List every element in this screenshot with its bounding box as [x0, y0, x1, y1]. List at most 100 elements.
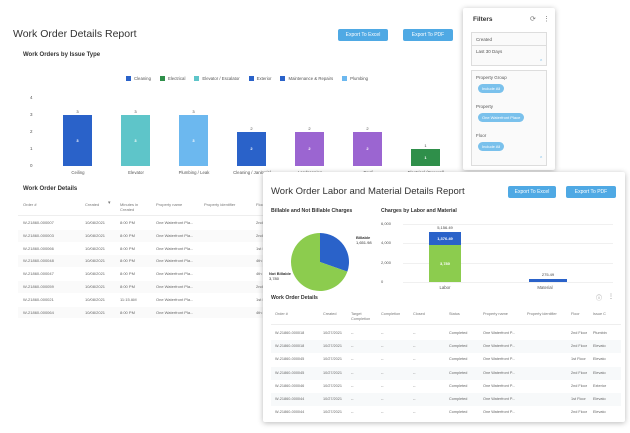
- issue-type-bar-chart: 0 1 2 3 4 3 3 Ceiling 3 3 Elevator 3 3 Plumbing / Lea…: [8, 88, 468, 178]
- legend-item: Cleaning: [126, 76, 151, 81]
- bar-inner-label: 2: [366, 146, 369, 151]
- created-value[interactable]: Last 30 Days: [476, 49, 503, 54]
- legend-item: Elevator / Escalator: [194, 76, 240, 81]
- table-cell: W-21860-000044: [275, 397, 305, 401]
- table-cell: 1st F: [256, 296, 265, 302]
- floor-chip[interactable]: Include All: [478, 142, 505, 151]
- labor-material-report: Work Order Labor and Material Details Re…: [263, 172, 625, 422]
- table-cell: One Waterfront P...: [483, 357, 516, 362]
- y-tick-label: 0: [381, 279, 384, 284]
- chart-title: Work Orders by Issue Type: [23, 52, 101, 58]
- table-cell: W-21860-000003: [23, 232, 54, 238]
- table-cell: One Waterfront Pla...: [156, 271, 194, 277]
- bar-value-label: 3: [76, 109, 79, 114]
- table-cell: One Waterfront P...: [483, 344, 516, 349]
- created-filter[interactable]: Created Last 30 Days ⌃: [471, 32, 547, 66]
- table-cell: Plumbin: [593, 331, 607, 335]
- table-cell: --: [413, 357, 416, 362]
- pie-label-not-billable: Not Billable: [269, 271, 292, 276]
- more-options-icon[interactable]: ⋮: [608, 294, 614, 300]
- y-tick-label: 0: [30, 163, 33, 168]
- table-cell: W-21860-000018: [275, 344, 305, 349]
- table-cell: --: [381, 357, 384, 362]
- table-cell: W-21860-000007: [23, 220, 54, 225]
- table-cell: One Waterfront P...: [483, 331, 516, 335]
- segment-value-label: 3,780: [439, 260, 450, 266]
- column-header: Created: [323, 312, 337, 316]
- table-cell: W-21860-000046: [275, 383, 305, 388]
- more-options-icon[interactable]: ⋮: [543, 16, 550, 23]
- table-cell: 10/27/2021: [323, 344, 343, 349]
- y-tick-label: 4,000: [381, 240, 392, 246]
- category-label: Cleaning / Janitorial: [233, 170, 271, 175]
- table-cell: Completed: [449, 383, 468, 388]
- legend-swatch: [194, 76, 200, 81]
- table-cell: 10/27/2021: [323, 397, 343, 401]
- table-cell: 2nd Floor: [571, 383, 588, 388]
- floor-label: Floor: [476, 133, 487, 138]
- table-cell: 8:00 PM: [120, 258, 135, 264]
- category-label: Elevator: [128, 170, 144, 175]
- export-excel-button[interactable]: Export To Excel: [338, 29, 388, 41]
- table-cell: One Waterfront Pla...: [156, 232, 194, 238]
- table-cell: --: [351, 331, 354, 335]
- table-cell: --: [413, 370, 416, 375]
- bar-inner-label: 1: [424, 154, 427, 160]
- collapse-icon[interactable]: ⌃: [539, 156, 544, 162]
- info-icon[interactable]: ⓘ: [596, 296, 603, 302]
- property-group-label: Property Group: [476, 75, 507, 80]
- table-cell: 10/27/2021: [323, 410, 343, 415]
- table-cell: 4th F: [256, 309, 266, 315]
- export-pdf-button[interactable]: Export To PDF: [403, 29, 453, 41]
- table-cell: --: [351, 410, 354, 415]
- bar-value-label: 3: [192, 109, 195, 114]
- table-cell: Completed: [449, 344, 468, 349]
- table-row: [271, 340, 621, 354]
- property-chip[interactable]: One Waterfront Place: [478, 113, 525, 122]
- collapse-icon[interactable]: ⌃: [539, 59, 544, 65]
- y-tick-label: 6,000: [381, 221, 392, 226]
- property-filters: Property Group Include All Property One …: [471, 70, 547, 166]
- category-label: Ceiling: [71, 170, 85, 175]
- total-label: 275.49: [541, 272, 555, 278]
- bar-inner-label: 3: [76, 137, 79, 143]
- bar-inner-label: 2: [250, 146, 253, 151]
- table-cell: 10/08/2021: [85, 220, 106, 225]
- column-header: Issue C: [593, 312, 606, 316]
- bar-value-label: 1: [424, 143, 427, 148]
- table-cell: 2nd F: [256, 220, 267, 225]
- table-cell: 2nd Floor: [571, 410, 588, 415]
- export-pdf-button[interactable]: Export To PDF: [566, 186, 616, 198]
- gridline: [403, 262, 613, 264]
- table-cell: One Waterfront Pla...: [156, 258, 194, 264]
- legend-swatch: [126, 76, 131, 81]
- bar: [237, 132, 266, 166]
- chart-legend: Cleaning Electrical Elevator / Escalator Ex…: [126, 76, 368, 81]
- column-header: Created: [85, 202, 100, 207]
- table-cell: 10/08/2021: [85, 258, 106, 264]
- bar: [353, 132, 382, 166]
- table-cell: 2nd F: [256, 284, 267, 289]
- gridline: [403, 243, 613, 245]
- table-cell: 2nd Floor: [571, 370, 588, 375]
- table-cell: --: [413, 344, 416, 349]
- export-excel-button[interactable]: Export To Excel: [508, 186, 556, 198]
- refresh-icon[interactable]: ⟳: [530, 16, 536, 23]
- table-cell: --: [413, 383, 416, 388]
- table-row: [271, 379, 621, 393]
- property-group-chip[interactable]: Include All: [478, 84, 505, 93]
- table-cell: 10/08/2021: [85, 296, 106, 302]
- pie-slice: [320, 233, 349, 272]
- table-cell: 8:00 PM: [120, 245, 135, 251]
- legend-swatch: [280, 76, 286, 81]
- table-cell: --: [381, 370, 384, 375]
- divider: [271, 324, 621, 325]
- column-header: Status: [449, 312, 460, 316]
- table-cell: --: [351, 344, 354, 349]
- billable-pie-chart: [291, 233, 349, 291]
- legend-label: Elevator / Escalator: [202, 76, 240, 81]
- table-cell: 8:00 PM: [120, 271, 135, 277]
- table-cell: 10/08/2021: [85, 245, 106, 251]
- table-cell: One Waterfront Pla...: [156, 284, 194, 289]
- y-tick-label: 3: [30, 112, 33, 117]
